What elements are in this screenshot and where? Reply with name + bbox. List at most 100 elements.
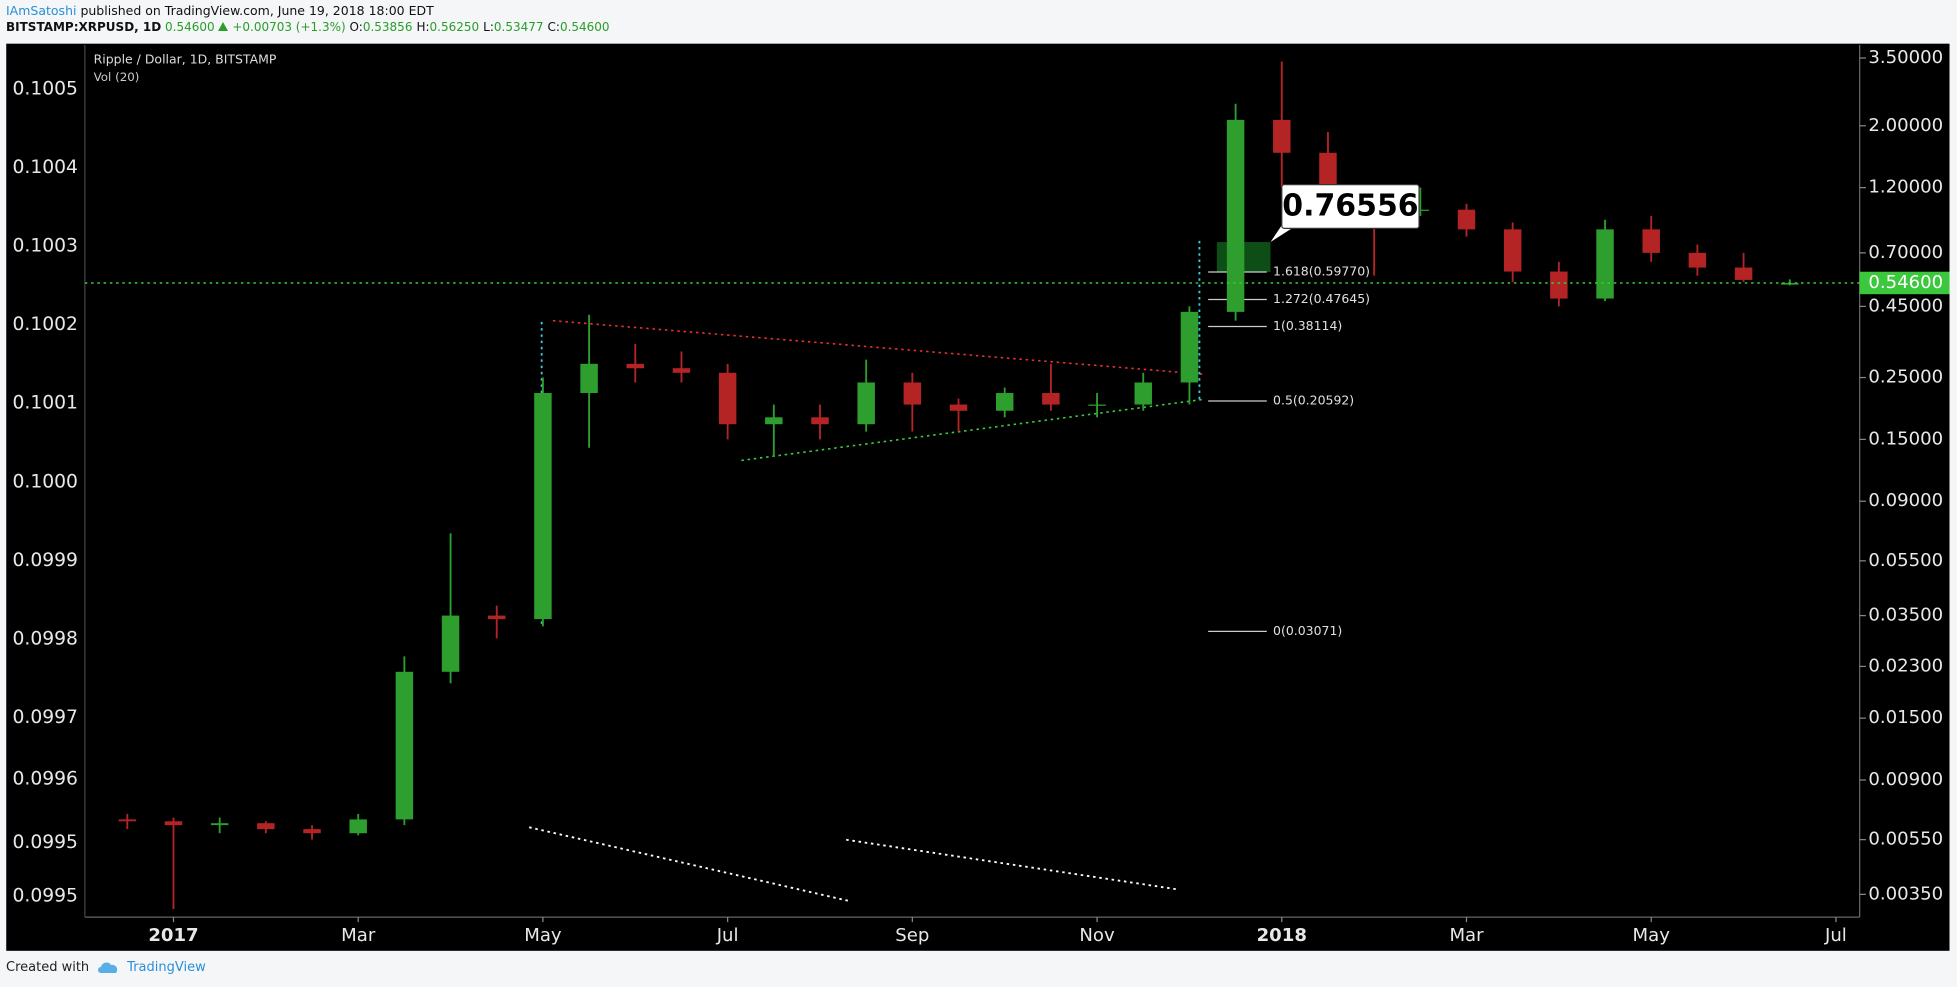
x-tick-label: Sep [895,925,929,946]
candle-body [1273,119,1291,153]
candle-body [534,393,552,620]
candle-body [441,615,460,672]
x-tick-label: 2017 [148,925,198,946]
volume-trend-line [528,826,849,902]
y2-tick-label: 0.00900 [1868,769,1943,790]
candle-body [1042,393,1060,405]
x-tick-label: Mar [1449,925,1484,946]
ohlc-value: 0.53477 [493,20,544,34]
y2-tick-label: 0.09000 [1868,490,1943,511]
fib-label: 1(0.38114) [1273,318,1342,333]
ohlc-key: H: [416,20,430,34]
logo [98,962,118,973]
candle-body [1550,271,1568,299]
footer: Created with TradingView [6,960,206,975]
x-tick-label: Jul [1824,925,1847,946]
y-tick-label: 0.1003 [12,236,77,257]
price-label-box [1859,271,1950,295]
candle-body [1134,382,1152,405]
callout-label: 0.76556 [1282,189,1418,224]
y2-tick-label: 0.70000 [1868,242,1943,263]
ohlc-key: O: [349,20,363,34]
candle-body [1411,209,1430,211]
callout-box [1281,184,1420,229]
header-quote: BITSTAMP:XRPUSD, 1D 0.54600 +0.00703 (+1… [6,20,614,34]
candle-body [1088,404,1106,406]
x-tick-label: May [1633,925,1671,946]
y-tick-label: 0.1002 [12,314,77,335]
y2-tick-label: 0.00550 [1868,829,1943,850]
candle-body [1781,282,1799,285]
candle-body [903,382,922,405]
y2-tick-label: 2.00000 [1868,115,1943,136]
x-tick-label: Nov [1079,925,1115,946]
chart-background [6,43,1950,951]
candle-body [995,393,1014,411]
candle-body [395,671,414,820]
x-tick-label: Jul [716,925,739,946]
candle-body [580,363,598,394]
candle-body [672,368,691,373]
candle-body [1180,311,1199,383]
y2-tick-label: 0.25000 [1868,367,1943,388]
change: +0.00703 (+1.3%) [232,20,346,34]
x-tick-label: May [524,925,562,946]
candle-body [857,382,875,425]
candle-body [1688,252,1707,268]
y2-tick-label: 0.00350 [1868,883,1943,904]
y2-tick-label: 0.45000 [1868,295,1943,316]
candle-body [949,404,968,411]
volume-label: Vol (20) [94,70,140,84]
price-label: 0.54600 [1868,272,1943,293]
y2-tick-label: 0.05500 [1868,550,1943,571]
candle-body [1596,229,1614,299]
candle-body [349,819,367,834]
symbol: BITSTAMP:XRPUSD, 1D [6,20,162,34]
up-arrow [218,22,229,31]
y-tick-label: 0.1000 [12,471,77,492]
last-price: 0.54600 [165,20,215,34]
candle-body [118,819,137,822]
fib-label: 0(0.03071) [1273,623,1342,638]
support-line [741,398,1205,462]
candle-body [210,823,229,826]
ohlc-key: L: [483,20,494,34]
fib-label: 0.5(0.20592) [1273,393,1354,408]
y2-tick-label: 0.15000 [1868,428,1943,449]
chart-title: Ripple / Dollar, 1D, BITSTAMP [94,51,277,66]
candle-body [811,417,829,425]
header-line: IAmSatoshi published on TradingView.com,… [6,3,434,18]
candle-body [718,372,737,425]
ohlc: O:0.53856 H:0.56250 L:0.53477 C:0.54600 [350,20,614,34]
y2-tick-label: 3.50000 [1868,47,1943,68]
published: published on TradingView.com, June 19, 2… [80,3,434,18]
candle-body [626,363,645,369]
y2-tick-label: 0.01500 [1868,707,1943,728]
y-tick-label: 0.1005 [12,78,77,99]
fib-label: 1.618(0.59770) [1273,264,1370,279]
created-with: Created with [6,960,90,975]
y-tick-label: 0.0995 [12,885,77,906]
candle-body [1503,229,1522,272]
y-tick-label: 0.0997 [12,707,77,728]
x-tick-label: Mar [341,925,376,946]
y2-tick-label: 1.20000 [1868,177,1943,198]
y-tick-label: 0.1001 [12,393,77,414]
brand: TradingView [127,960,206,975]
candle-body [765,417,783,425]
ohlc-value: 0.56250 [429,20,480,34]
y-tick-label: 0.0998 [12,628,77,649]
fib-label: 1.272(0.47645) [1273,291,1370,306]
y-tick-label: 0.1004 [12,157,77,178]
x-tick-label: 2018 [1257,925,1307,946]
candle-body [488,615,506,620]
resistance-line [552,319,1205,376]
callout-pointer [1270,219,1306,243]
candle-body [303,829,321,834]
ohlc-value: 0.53856 [362,20,413,34]
y-tick-label: 0.0996 [12,768,77,789]
y2-tick-label: 0.02300 [1868,655,1943,676]
y-tick-label: 0.0999 [12,550,77,571]
ohlc-value: 0.54600 [559,20,610,34]
